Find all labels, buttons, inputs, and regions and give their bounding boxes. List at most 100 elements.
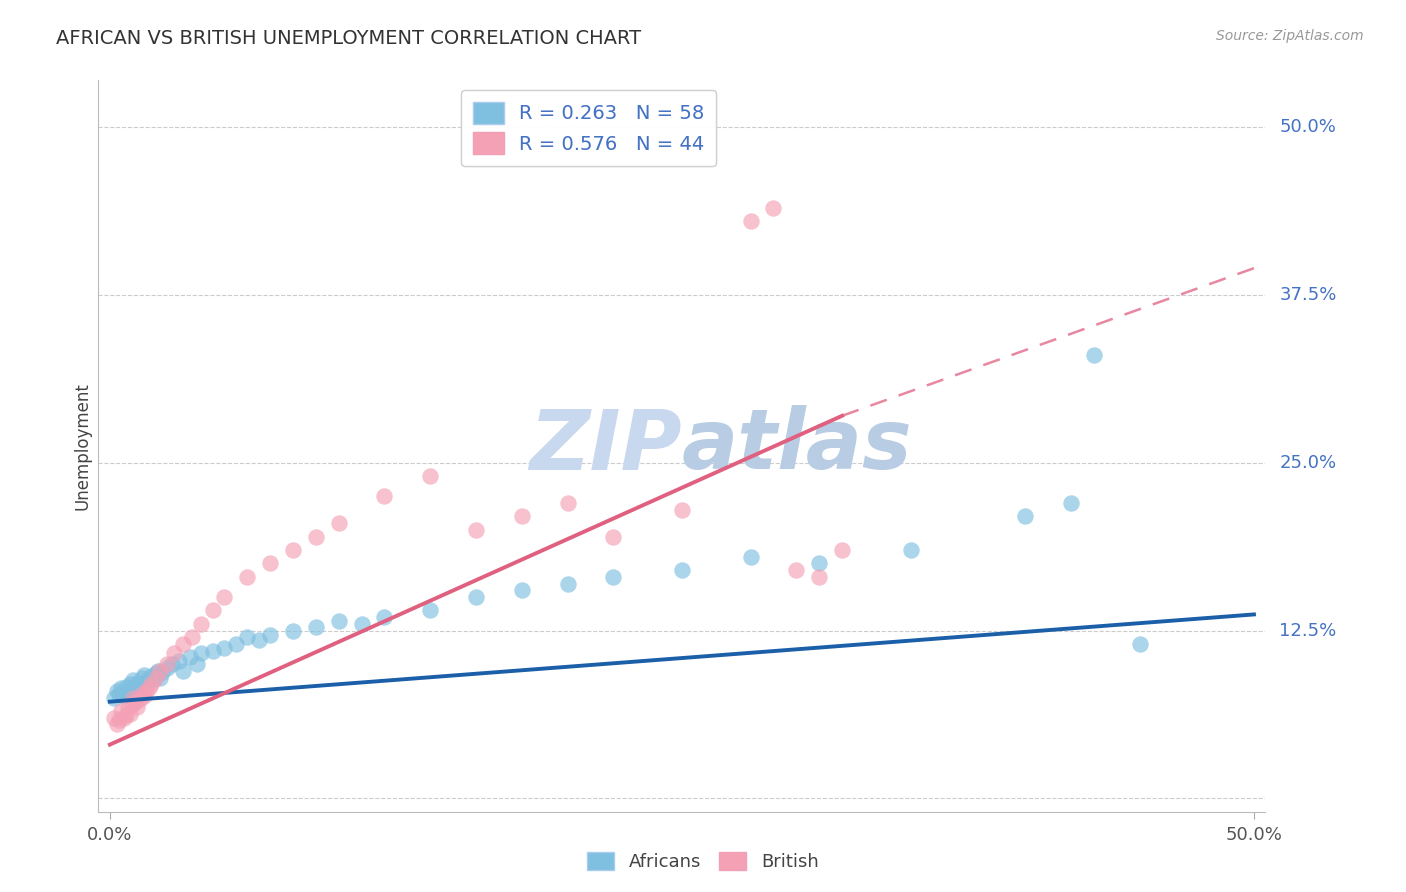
- Point: [108, 687, 131, 701]
- Point: [740, 549, 762, 564]
- Point: [108, 714, 131, 728]
- Point: [138, 672, 160, 686]
- Text: 12.5%: 12.5%: [1279, 622, 1337, 640]
- Point: [181, 630, 204, 644]
- Point: [465, 523, 488, 537]
- Point: [305, 530, 328, 544]
- Point: [510, 509, 533, 524]
- Point: [247, 632, 270, 647]
- Point: [103, 690, 125, 705]
- Point: [134, 668, 156, 682]
- Point: [145, 671, 167, 685]
- Point: [156, 657, 179, 671]
- Point: [112, 711, 135, 725]
- Point: [117, 684, 139, 698]
- Text: Source: ZipAtlas.com: Source: ZipAtlas.com: [1216, 29, 1364, 43]
- Point: [131, 671, 153, 685]
- Text: atlas: atlas: [682, 406, 912, 486]
- Point: [281, 543, 304, 558]
- Point: [105, 717, 128, 731]
- Point: [115, 708, 138, 723]
- Point: [762, 201, 785, 215]
- Point: [124, 681, 146, 696]
- Point: [139, 669, 162, 683]
- Point: [127, 700, 149, 714]
- Point: [127, 676, 149, 690]
- Point: [831, 543, 853, 558]
- Point: [105, 684, 128, 698]
- Point: [163, 646, 186, 660]
- Point: [156, 661, 179, 675]
- Point: [1060, 496, 1083, 510]
- Point: [134, 690, 156, 704]
- Text: 25.0%: 25.0%: [1279, 454, 1337, 472]
- Point: [117, 700, 139, 714]
- Point: [110, 704, 132, 718]
- Point: [139, 677, 162, 691]
- Point: [121, 673, 143, 688]
- Point: [373, 610, 395, 624]
- Point: [167, 654, 190, 668]
- Point: [259, 557, 281, 571]
- Point: [145, 666, 167, 681]
- Point: [201, 603, 224, 617]
- Legend: R = 0.263   N = 58, R = 0.576   N = 44: R = 0.263 N = 58, R = 0.576 N = 44: [461, 90, 716, 166]
- Point: [135, 674, 157, 689]
- Point: [373, 489, 395, 503]
- Point: [190, 616, 212, 631]
- Point: [146, 664, 169, 678]
- Point: [419, 603, 441, 617]
- Point: [557, 496, 579, 510]
- Point: [124, 695, 146, 709]
- Point: [115, 685, 138, 699]
- Point: [602, 570, 624, 584]
- Point: [149, 664, 172, 678]
- Text: 37.5%: 37.5%: [1279, 286, 1337, 304]
- Point: [225, 637, 247, 651]
- Point: [179, 650, 201, 665]
- Point: [236, 630, 259, 644]
- Point: [259, 627, 281, 641]
- Point: [186, 657, 208, 671]
- Point: [117, 688, 139, 702]
- Point: [900, 543, 922, 558]
- Point: [808, 557, 831, 571]
- Text: AFRICAN VS BRITISH UNEMPLOYMENT CORRELATION CHART: AFRICAN VS BRITISH UNEMPLOYMENT CORRELAT…: [56, 29, 641, 47]
- Point: [557, 576, 579, 591]
- Point: [785, 563, 807, 577]
- Point: [740, 214, 762, 228]
- Point: [236, 570, 259, 584]
- Point: [465, 590, 488, 604]
- Point: [112, 690, 135, 704]
- Point: [121, 698, 143, 712]
- Point: [671, 502, 693, 516]
- Point: [121, 685, 143, 699]
- Point: [152, 665, 174, 680]
- Point: [328, 516, 350, 531]
- Point: [135, 684, 157, 698]
- Point: [328, 614, 350, 628]
- Point: [120, 706, 142, 721]
- Point: [419, 469, 441, 483]
- Point: [115, 680, 138, 694]
- Point: [149, 671, 172, 685]
- Point: [131, 687, 153, 701]
- Point: [128, 679, 150, 693]
- Point: [1128, 637, 1150, 651]
- Point: [120, 677, 142, 691]
- Point: [138, 681, 160, 696]
- Point: [214, 590, 236, 604]
- Point: [602, 530, 624, 544]
- Point: [172, 637, 194, 651]
- Point: [172, 664, 194, 678]
- Point: [127, 684, 149, 698]
- Point: [808, 570, 831, 584]
- Point: [190, 646, 212, 660]
- Point: [1014, 509, 1036, 524]
- Point: [1083, 348, 1105, 362]
- Text: ZIP: ZIP: [529, 406, 682, 486]
- Point: [160, 657, 183, 671]
- Point: [142, 673, 165, 688]
- Point: [305, 619, 328, 633]
- Text: 50.0%: 50.0%: [1279, 119, 1336, 136]
